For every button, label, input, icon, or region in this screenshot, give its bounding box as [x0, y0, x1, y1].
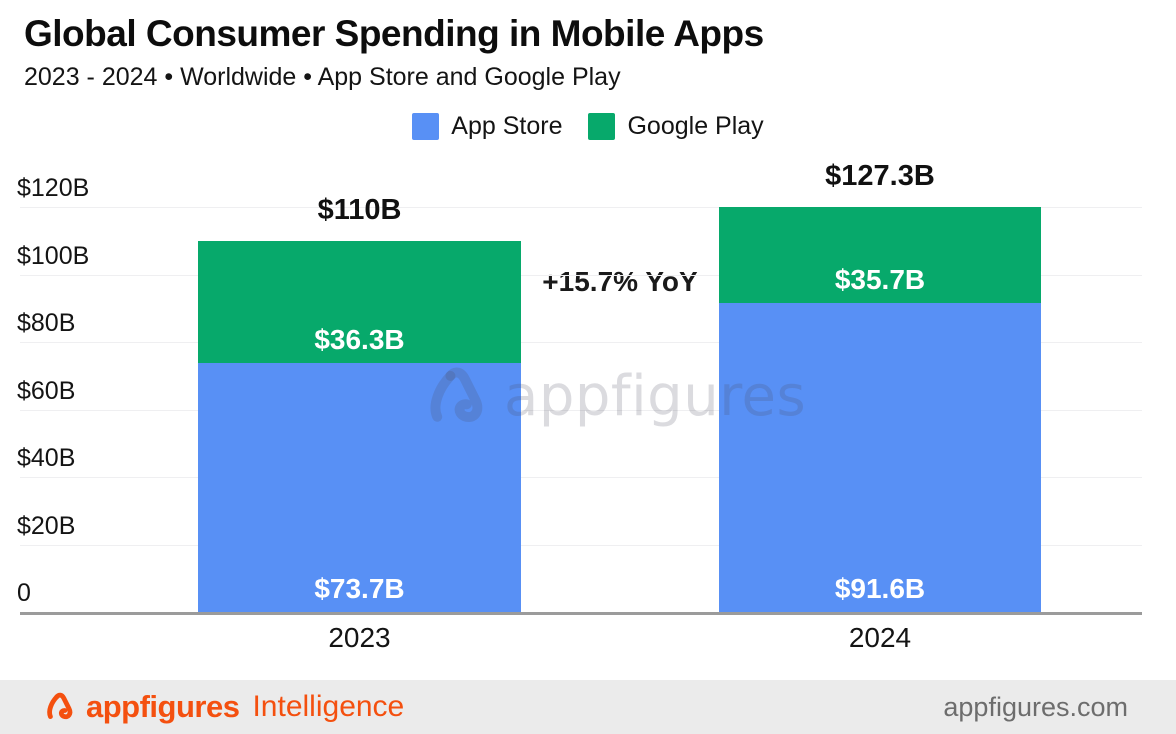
bar-segment-google-play-2024: $35.7B [719, 207, 1041, 303]
page-title: Global Consumer Spending in Mobile Apps [24, 13, 764, 54]
bar-2024: $91.6B $35.7B [719, 207, 1041, 612]
app-store-swatch-icon [412, 113, 440, 140]
y-gridline [20, 409, 1142, 411]
footer-bar: appfigures Intelligence appfigures.com [0, 680, 1176, 734]
bar-segment-app-store-2024: $91.6B [719, 302, 1041, 612]
bar-total-label: $127.3B [825, 160, 935, 192]
y-gridline [20, 274, 1142, 276]
legend-label: Google Play [627, 112, 764, 140]
legend-item-app-store: App Store [412, 112, 562, 141]
segment-value-label: $73.7B [314, 573, 405, 604]
segment-value-label: $36.3B [314, 324, 405, 356]
x-axis-category-label: 2023 [328, 622, 391, 653]
page-subtitle: 2023 - 2024 • Worldwide • App Store and … [24, 63, 621, 91]
y-axis-tick-label: $20B [17, 511, 76, 540]
legend-label: App Store [451, 112, 563, 140]
google-play-swatch-icon [588, 113, 616, 140]
bar-2023: $73.7B $36.3B [198, 240, 521, 612]
legend-item-google-play: Google Play [588, 112, 764, 141]
footer-product-name: Intelligence [252, 690, 405, 723]
footer-brand-name: appfigures [86, 689, 240, 724]
y-gridline [20, 544, 1142, 546]
y-gridline [20, 207, 1142, 208]
segment-value-label: $35.7B [834, 263, 926, 295]
bar-total-label: $110B [317, 193, 402, 226]
y-axis-tick-label: $80B [17, 309, 76, 337]
plot-area: $73.7B $36.3B $91.6B $35.7B [0, 207, 1176, 612]
yoy-growth-annotation: +15.7% YoY [542, 266, 698, 297]
y-axis-tick-label: $60B [17, 376, 76, 405]
y-axis-tick-label: $100B [17, 241, 90, 270]
y-axis-tick-label: $40B [17, 444, 76, 472]
y-gridline [20, 342, 1142, 343]
legend: App Store Google Play [0, 112, 1176, 141]
y-axis-tick-label: $120B [17, 174, 90, 202]
x-axis-category-label: 2024 [848, 622, 912, 653]
y-axis-tick-label: 0 [17, 579, 31, 607]
bar-segment-google-play-2023: $36.3B [198, 240, 521, 364]
footer-brand-lockup: appfigures Intelligence [45, 689, 404, 725]
x-axis-line [20, 612, 1142, 615]
y-gridline [20, 477, 1142, 478]
footer-website: appfigures.com [943, 691, 1128, 722]
appfigures-logo-icon [47, 692, 73, 720]
bar-segment-app-store-2023: $73.7B [198, 363, 521, 612]
segment-value-label: $91.6B [834, 573, 926, 604]
